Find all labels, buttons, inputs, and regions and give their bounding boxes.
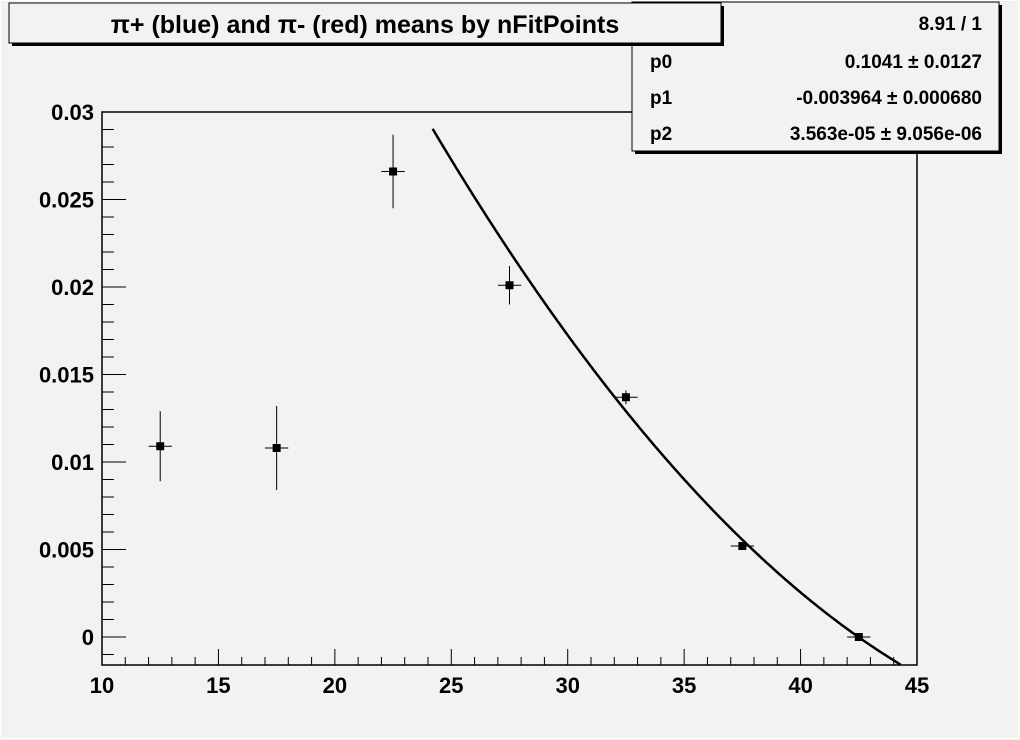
stats-value-p2: 3.563e-05 ± 9.056e-06 [790, 124, 982, 145]
point-marker [854, 633, 863, 641]
plot-frame [101, 111, 918, 666]
stats-chi2: 8.91 / 1 [919, 14, 983, 35]
y-tick-label: 0.02 [51, 275, 94, 300]
y-tick-label: 0.03 [51, 100, 94, 125]
stats-name-p2: p2 [650, 124, 672, 145]
data-point [381, 134, 405, 209]
data-point [497, 266, 522, 305]
stats-name-p1: p1 [650, 88, 673, 109]
data-point [265, 406, 289, 490]
data-point [730, 542, 754, 550]
x-tick-label: 40 [788, 673, 812, 698]
y-tick-label: 0.015 [39, 363, 94, 388]
point-marker [621, 393, 630, 402]
x-tick-label: 30 [555, 673, 579, 698]
point-marker [389, 167, 398, 176]
data-point [614, 390, 638, 405]
title-box: π+ (blue) and π- (red) means by nFitPoin… [8, 2, 724, 46]
y-tick-label: 0 [82, 625, 94, 650]
data-point [148, 411, 172, 482]
x-tick-label: 25 [439, 673, 463, 698]
stats-value-p0: 0.1041 ± 0.0127 [845, 52, 982, 73]
point-marker [738, 542, 747, 550]
stats-value-p1: -0.003964 ± 0.000680 [796, 88, 982, 109]
point-marker [272, 444, 281, 452]
y-tick-label: 0.025 [39, 188, 94, 213]
x-tick-label: 20 [323, 673, 347, 698]
stats-name-p0: p0 [650, 52, 672, 73]
stats-box: 8.91 / 1 p0 0.1041 ± 0.0127 p1 -0.003964… [631, 1, 1002, 154]
fit-curve [431, 128, 902, 666]
x-tick-label: 15 [206, 673, 230, 698]
data-point [847, 633, 871, 641]
y-tick-label: 0.005 [39, 538, 94, 563]
y-tick-label: 0.01 [51, 450, 94, 475]
point-marker [156, 442, 165, 451]
x-tick-label: 35 [672, 673, 696, 698]
x-tick-label: 10 [90, 673, 114, 698]
point-marker [505, 281, 514, 290]
chart-title: π+ (blue) and π- (red) means by nFitPoin… [111, 11, 619, 39]
x-tick-label: 45 [905, 673, 929, 698]
